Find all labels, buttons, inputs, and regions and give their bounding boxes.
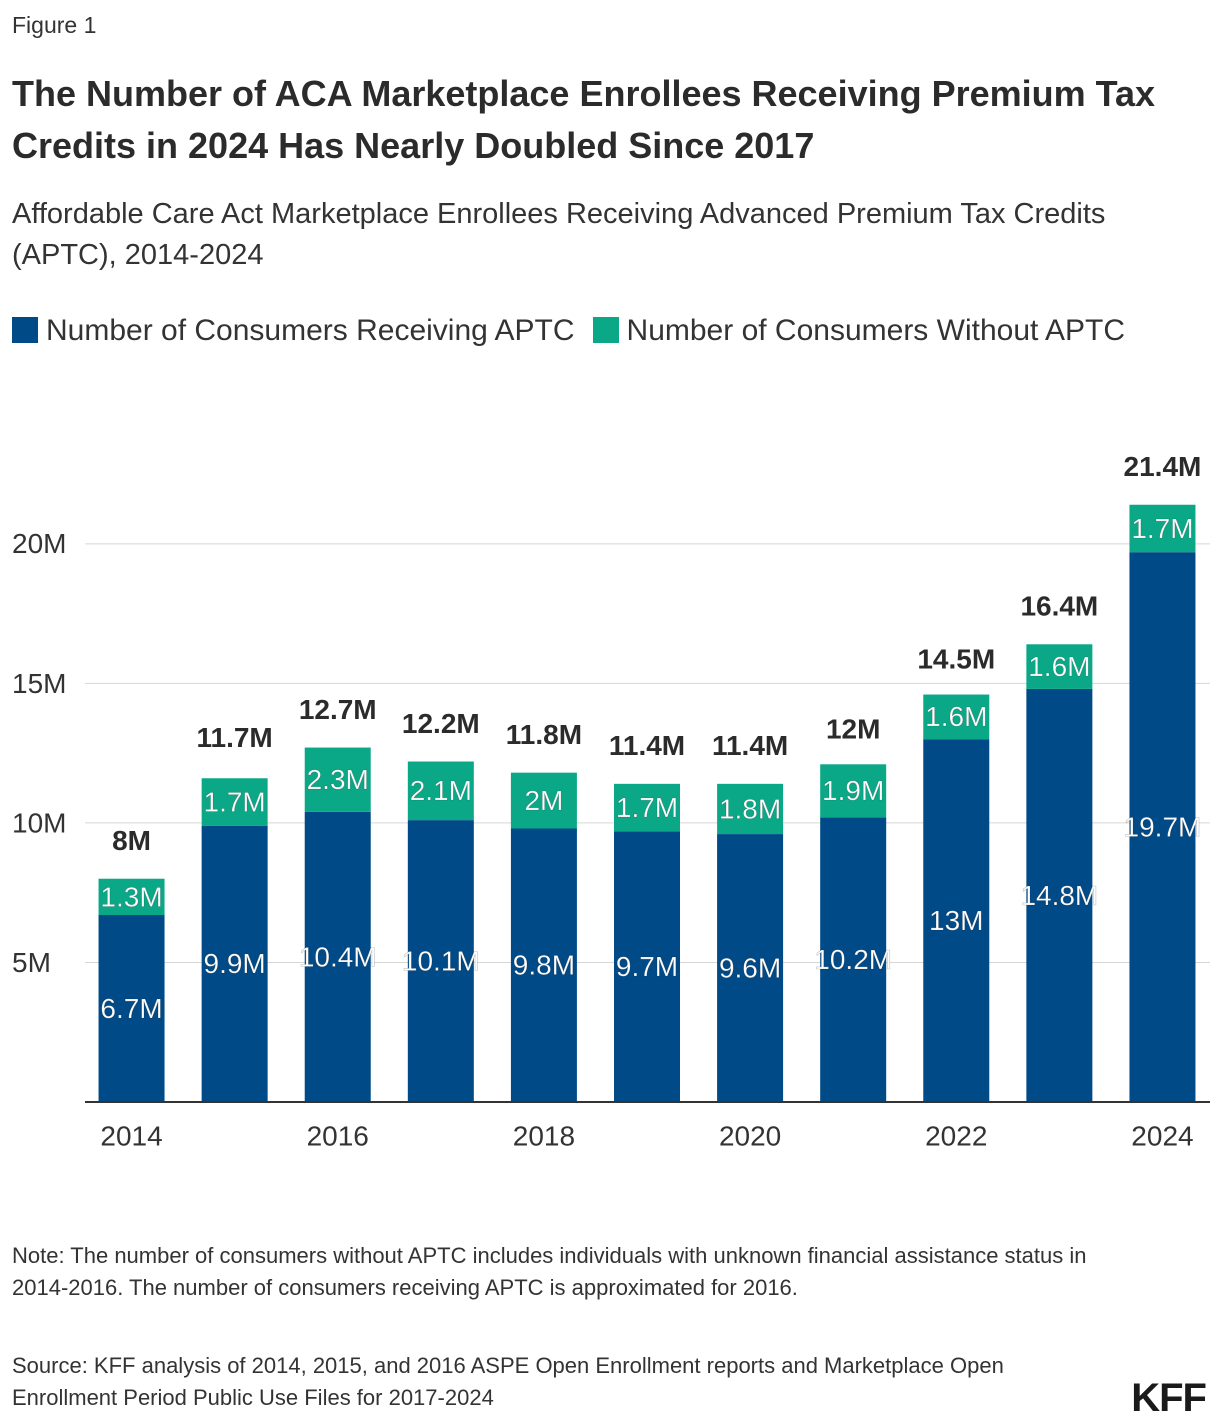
- bar-segment: [820, 764, 887, 818]
- segment-label: 9.8M: [513, 950, 575, 981]
- bar-segment: [98, 878, 165, 916]
- segment-label: 1.6M: [1028, 651, 1090, 682]
- segment-label: 1.6M: [925, 701, 987, 732]
- segment-label: 9.6M: [719, 952, 781, 983]
- total-label: 11.4M: [712, 730, 788, 761]
- segment-label: 19.7M: [1124, 811, 1202, 842]
- bar-segment: [98, 915, 165, 1102]
- figure-label: Figure 1: [12, 12, 97, 38]
- chart: 5M 10M 15M 20M 6.7M 1.3M 8M 2014 9.9M 1.7M 11.7M 10…: [12, 451, 1210, 1151]
- segment-label: 14.8M: [1020, 880, 1098, 911]
- bar-segment: [304, 747, 371, 812]
- segment-label: 9.9M: [204, 948, 266, 979]
- total-label: 11.4M: [609, 730, 685, 761]
- chart-title: The Number of ACA Marketplace Enrollees …: [12, 73, 1155, 166]
- segment-label: 2.1M: [410, 775, 472, 806]
- legend-item: Number of Consumers Receiving APTC: [12, 314, 575, 347]
- bar-segment: [1026, 644, 1093, 689]
- bar-segment: [820, 817, 887, 1102]
- segment-label: 2.3M: [307, 764, 369, 795]
- bar-segment: [510, 772, 577, 829]
- bar-segment: [201, 778, 268, 826]
- total-label: 21.4M: [1124, 451, 1202, 482]
- x-tick-label: 2014: [100, 1120, 162, 1151]
- source: Source: KFF analysis of 2014, 2015, and …: [12, 1353, 1004, 1410]
- bar-segment: [717, 834, 784, 1102]
- segment-label: 1.7M: [616, 792, 678, 823]
- x-tick-label: 2020: [719, 1120, 781, 1151]
- legend-swatch: [592, 317, 619, 343]
- segment-label: 1.7M: [204, 786, 266, 817]
- bar-segment: [201, 825, 268, 1102]
- segment-label: 1.9M: [822, 775, 884, 806]
- x-tick-label: 2016: [307, 1120, 369, 1151]
- segment-label: 10.1M: [402, 945, 480, 976]
- segment-label: 1.8M: [719, 793, 781, 824]
- x-tick-label: 2022: [925, 1120, 987, 1151]
- total-label: 12.2M: [402, 708, 480, 739]
- bar-segment: [614, 783, 680, 832]
- bar-segment: [304, 811, 371, 1102]
- segment-label: 9.7M: [616, 951, 678, 982]
- total-label: 14.5M: [917, 644, 995, 675]
- bar-segment: [923, 694, 990, 740]
- x-tick-label: 2018: [513, 1120, 575, 1151]
- segment-label: 1.7M: [1131, 513, 1193, 544]
- bar-segment: [717, 783, 784, 835]
- bar-segment: [923, 739, 990, 1102]
- legend-label: Number of Consumers Without APTC: [626, 314, 1126, 347]
- legend: Number of Consumers Receiving APTC Number…: [12, 304, 1172, 358]
- logo: KFF: [1131, 1376, 1207, 1420]
- segment-label: 1.3M: [100, 881, 162, 912]
- bar-segment: [614, 831, 680, 1102]
- total-label: 12.7M: [299, 694, 377, 725]
- y-tick-label: 15M: [12, 668, 66, 699]
- total-label: 8M: [112, 825, 151, 856]
- total-label: 12M: [826, 713, 880, 744]
- segment-label: 6.7M: [100, 993, 162, 1024]
- legend-label: Number of Consumers Receiving APTC: [46, 314, 575, 347]
- bar-segment: [407, 820, 474, 1102]
- bar-segment: [510, 828, 577, 1102]
- segment-label: 10.4M: [299, 941, 377, 972]
- total-label: 16.4M: [1020, 591, 1098, 622]
- bar-segment: [1129, 504, 1196, 553]
- segment-label: 10.2M: [814, 944, 892, 975]
- total-label: 11.7M: [196, 722, 272, 753]
- y-tick-label: 10M: [12, 807, 66, 838]
- total-label: 11.8M: [506, 719, 582, 750]
- legend-item: Number of Consumers Without APTC: [592, 314, 1126, 347]
- segment-label: 2M: [524, 785, 563, 816]
- legend-swatch: [12, 317, 38, 343]
- x-tick-label: 2024: [1131, 1120, 1193, 1151]
- y-tick-label: 20M: [12, 528, 66, 559]
- bar-segment: [1129, 552, 1196, 1102]
- y-tick-label: 5M: [12, 947, 51, 978]
- segment-label: 13M: [929, 905, 983, 936]
- note: Note: The number of consumers without AP…: [12, 1243, 1087, 1300]
- bar-segment: [407, 761, 474, 821]
- chart-subtitle: Affordable Care Act Marketplace Enrollee…: [12, 198, 1106, 271]
- bar-segment: [1026, 688, 1093, 1102]
